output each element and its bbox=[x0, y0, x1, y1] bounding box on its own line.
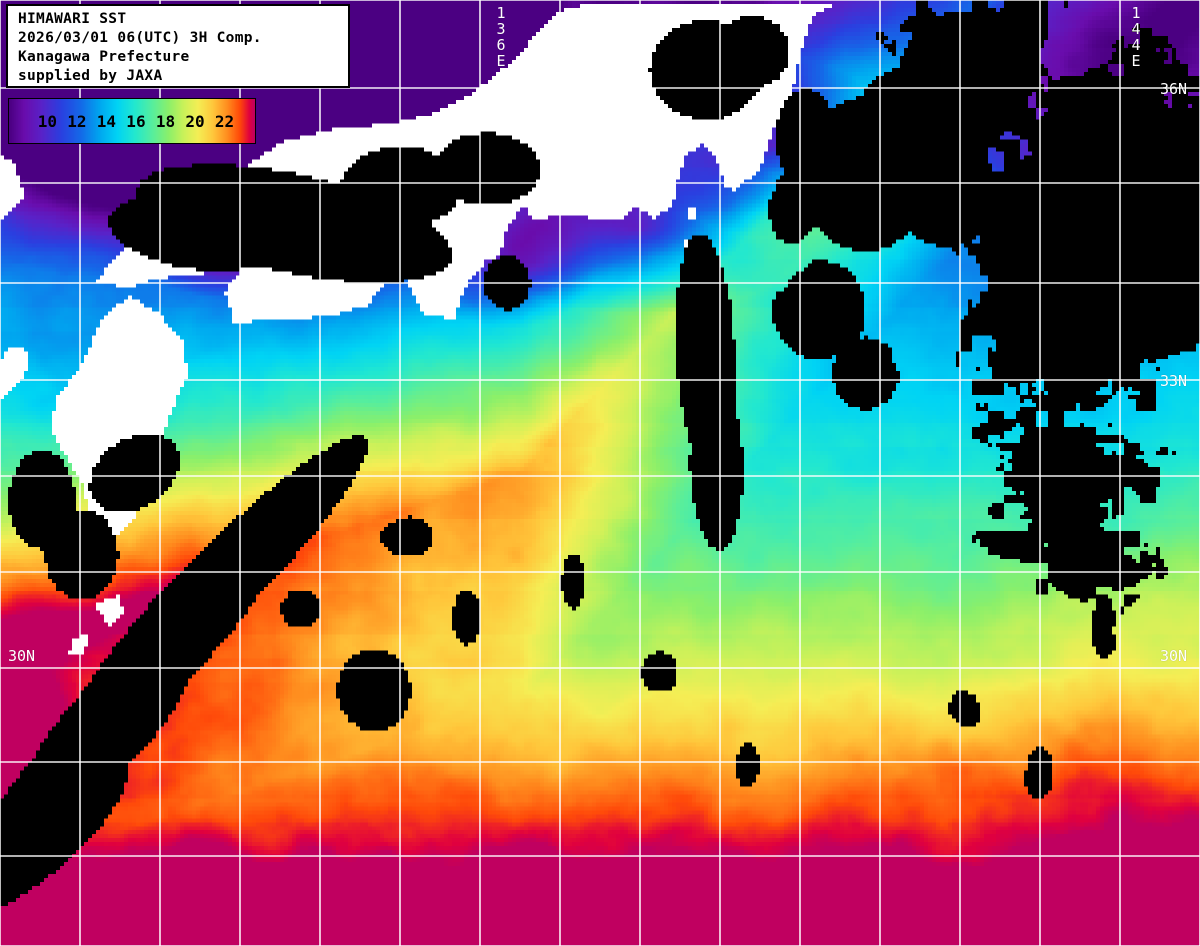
product-credit: supplied by JAXA bbox=[18, 68, 163, 84]
colorbar-tick-18: 18 bbox=[155, 112, 176, 131]
coord-label-30n-5: 30N bbox=[1160, 647, 1188, 665]
coord-label-33n-3: 33N bbox=[1160, 372, 1188, 390]
title-legend-box: HIMAWARI SST 2026/03/01 06(UTC) 3H Comp.… bbox=[6, 4, 350, 88]
colorbar-tick-12: 12 bbox=[67, 112, 87, 131]
colorbar-tick-10: 10 bbox=[37, 112, 58, 131]
product-datetime: 2026/03/01 06(UTC) 3H Comp. bbox=[18, 30, 262, 46]
temperature-colorbar: 10 12 14 16 18 20 22 bbox=[8, 98, 256, 144]
colorbar-tick-22: 22 bbox=[214, 112, 235, 131]
colorbar-tick-14: 14 bbox=[96, 112, 117, 131]
colorbar-tick-20: 20 bbox=[185, 112, 205, 131]
product-title: HIMAWARI SST bbox=[18, 11, 127, 27]
product-region: Kanagawa Prefecture bbox=[18, 49, 190, 65]
coord-label-30n-4: 30N bbox=[8, 647, 36, 665]
coord-label-144e-1: 144E bbox=[1127, 4, 1145, 68]
coord-label-136e-0: 136E bbox=[492, 4, 510, 68]
colorbar-tick-16: 16 bbox=[126, 112, 146, 131]
coord-label-36n-2: 36N bbox=[1160, 80, 1188, 98]
colorbar-tick-labels: 10 12 14 16 18 20 22 bbox=[9, 99, 255, 143]
colorbar-gradient bbox=[9, 99, 255, 143]
